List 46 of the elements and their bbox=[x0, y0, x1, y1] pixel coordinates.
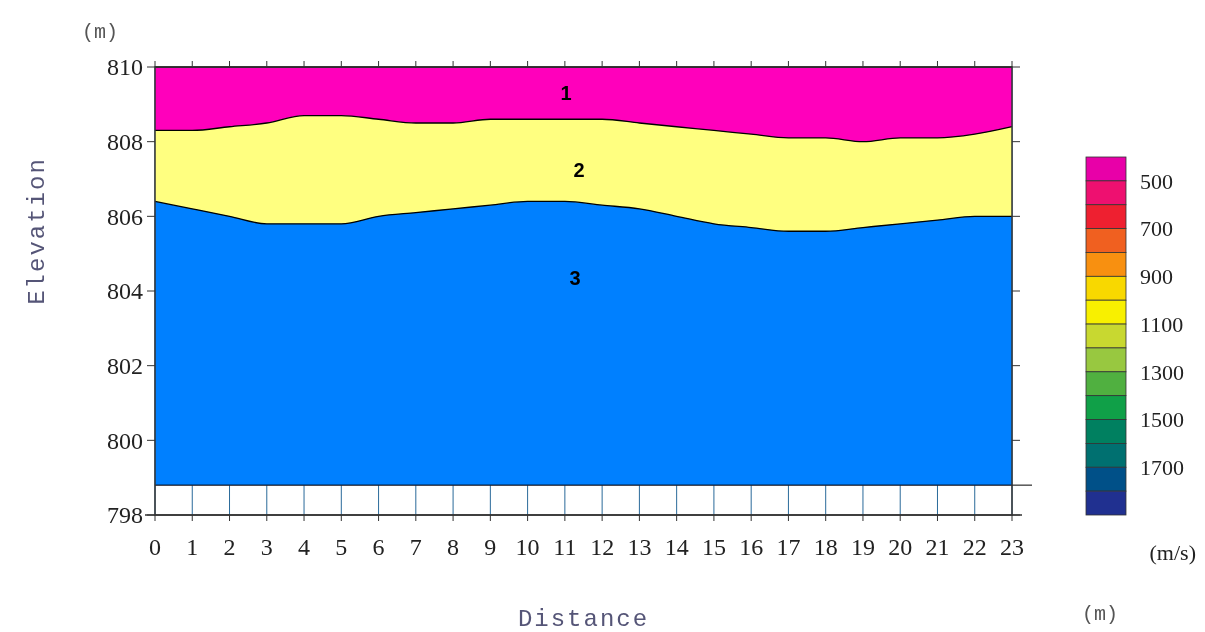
x-tick-label: 8 bbox=[447, 534, 460, 560]
x-tick-label: 13 bbox=[627, 534, 652, 560]
text: (m) bbox=[81, 21, 118, 44]
x-tick-label: 12 bbox=[590, 534, 615, 560]
y-tick-label: 800 bbox=[107, 427, 143, 454]
x-tick-label: 23 bbox=[1000, 534, 1024, 560]
x-tick-label: 15 bbox=[701, 534, 726, 560]
color-bar-label: 1700 bbox=[1140, 454, 1184, 480]
x-tick-label: 21 bbox=[925, 534, 950, 560]
annotation: 2 bbox=[573, 159, 585, 181]
annotation: 3 bbox=[569, 267, 581, 289]
color-bar-label: 500 bbox=[1140, 168, 1173, 194]
color-bar-label: 700 bbox=[1140, 216, 1173, 242]
color-bar-label: 1100 bbox=[1140, 311, 1184, 337]
x-tick-label: 18 bbox=[813, 534, 838, 560]
x-tick-label: 5 bbox=[335, 534, 348, 560]
y-axis-title: Elevation bbox=[24, 157, 51, 305]
y-tick-label: 806 bbox=[107, 203, 143, 230]
x-tick-label: 6 bbox=[372, 534, 385, 560]
color-bar-title: (m/s) bbox=[1149, 540, 1196, 565]
y-tick-label: 808 bbox=[107, 129, 143, 156]
x-tick-label: 22 bbox=[962, 534, 987, 560]
text: (m) bbox=[1081, 603, 1118, 626]
x-tick-label: 19 bbox=[850, 534, 875, 560]
x-tick-label: 20 bbox=[888, 534, 913, 560]
x-tick-label: 7 bbox=[409, 534, 422, 560]
x-tick-label: 4 bbox=[298, 534, 311, 560]
x-tick-label: 10 bbox=[515, 534, 540, 560]
x-tick-label: 1 bbox=[186, 534, 199, 560]
annotation: 1 bbox=[560, 82, 572, 104]
x-tick-label: 3 bbox=[260, 534, 273, 560]
y-tick-label: 802 bbox=[107, 353, 143, 380]
x-tick-label: 2 bbox=[223, 534, 236, 560]
y-tick-label: 804 bbox=[107, 278, 143, 305]
x-tick-label: 14 bbox=[664, 534, 689, 560]
y-tick-label: 810 bbox=[107, 54, 143, 81]
x-tick-label: 11 bbox=[553, 534, 577, 560]
x-tick-label: 0 bbox=[149, 534, 161, 560]
x-tick-label: 17 bbox=[776, 534, 801, 560]
color-bar-label: 1500 bbox=[1140, 407, 1184, 433]
x-tick-label: 16 bbox=[739, 534, 764, 560]
y-tick-label: 798 bbox=[107, 502, 143, 529]
x-axis-title: Distance bbox=[517, 606, 650, 632]
color-bar-label: 900 bbox=[1140, 264, 1173, 290]
color-bar-label: 1300 bbox=[1140, 359, 1184, 385]
x-tick-label: 9 bbox=[484, 534, 497, 560]
